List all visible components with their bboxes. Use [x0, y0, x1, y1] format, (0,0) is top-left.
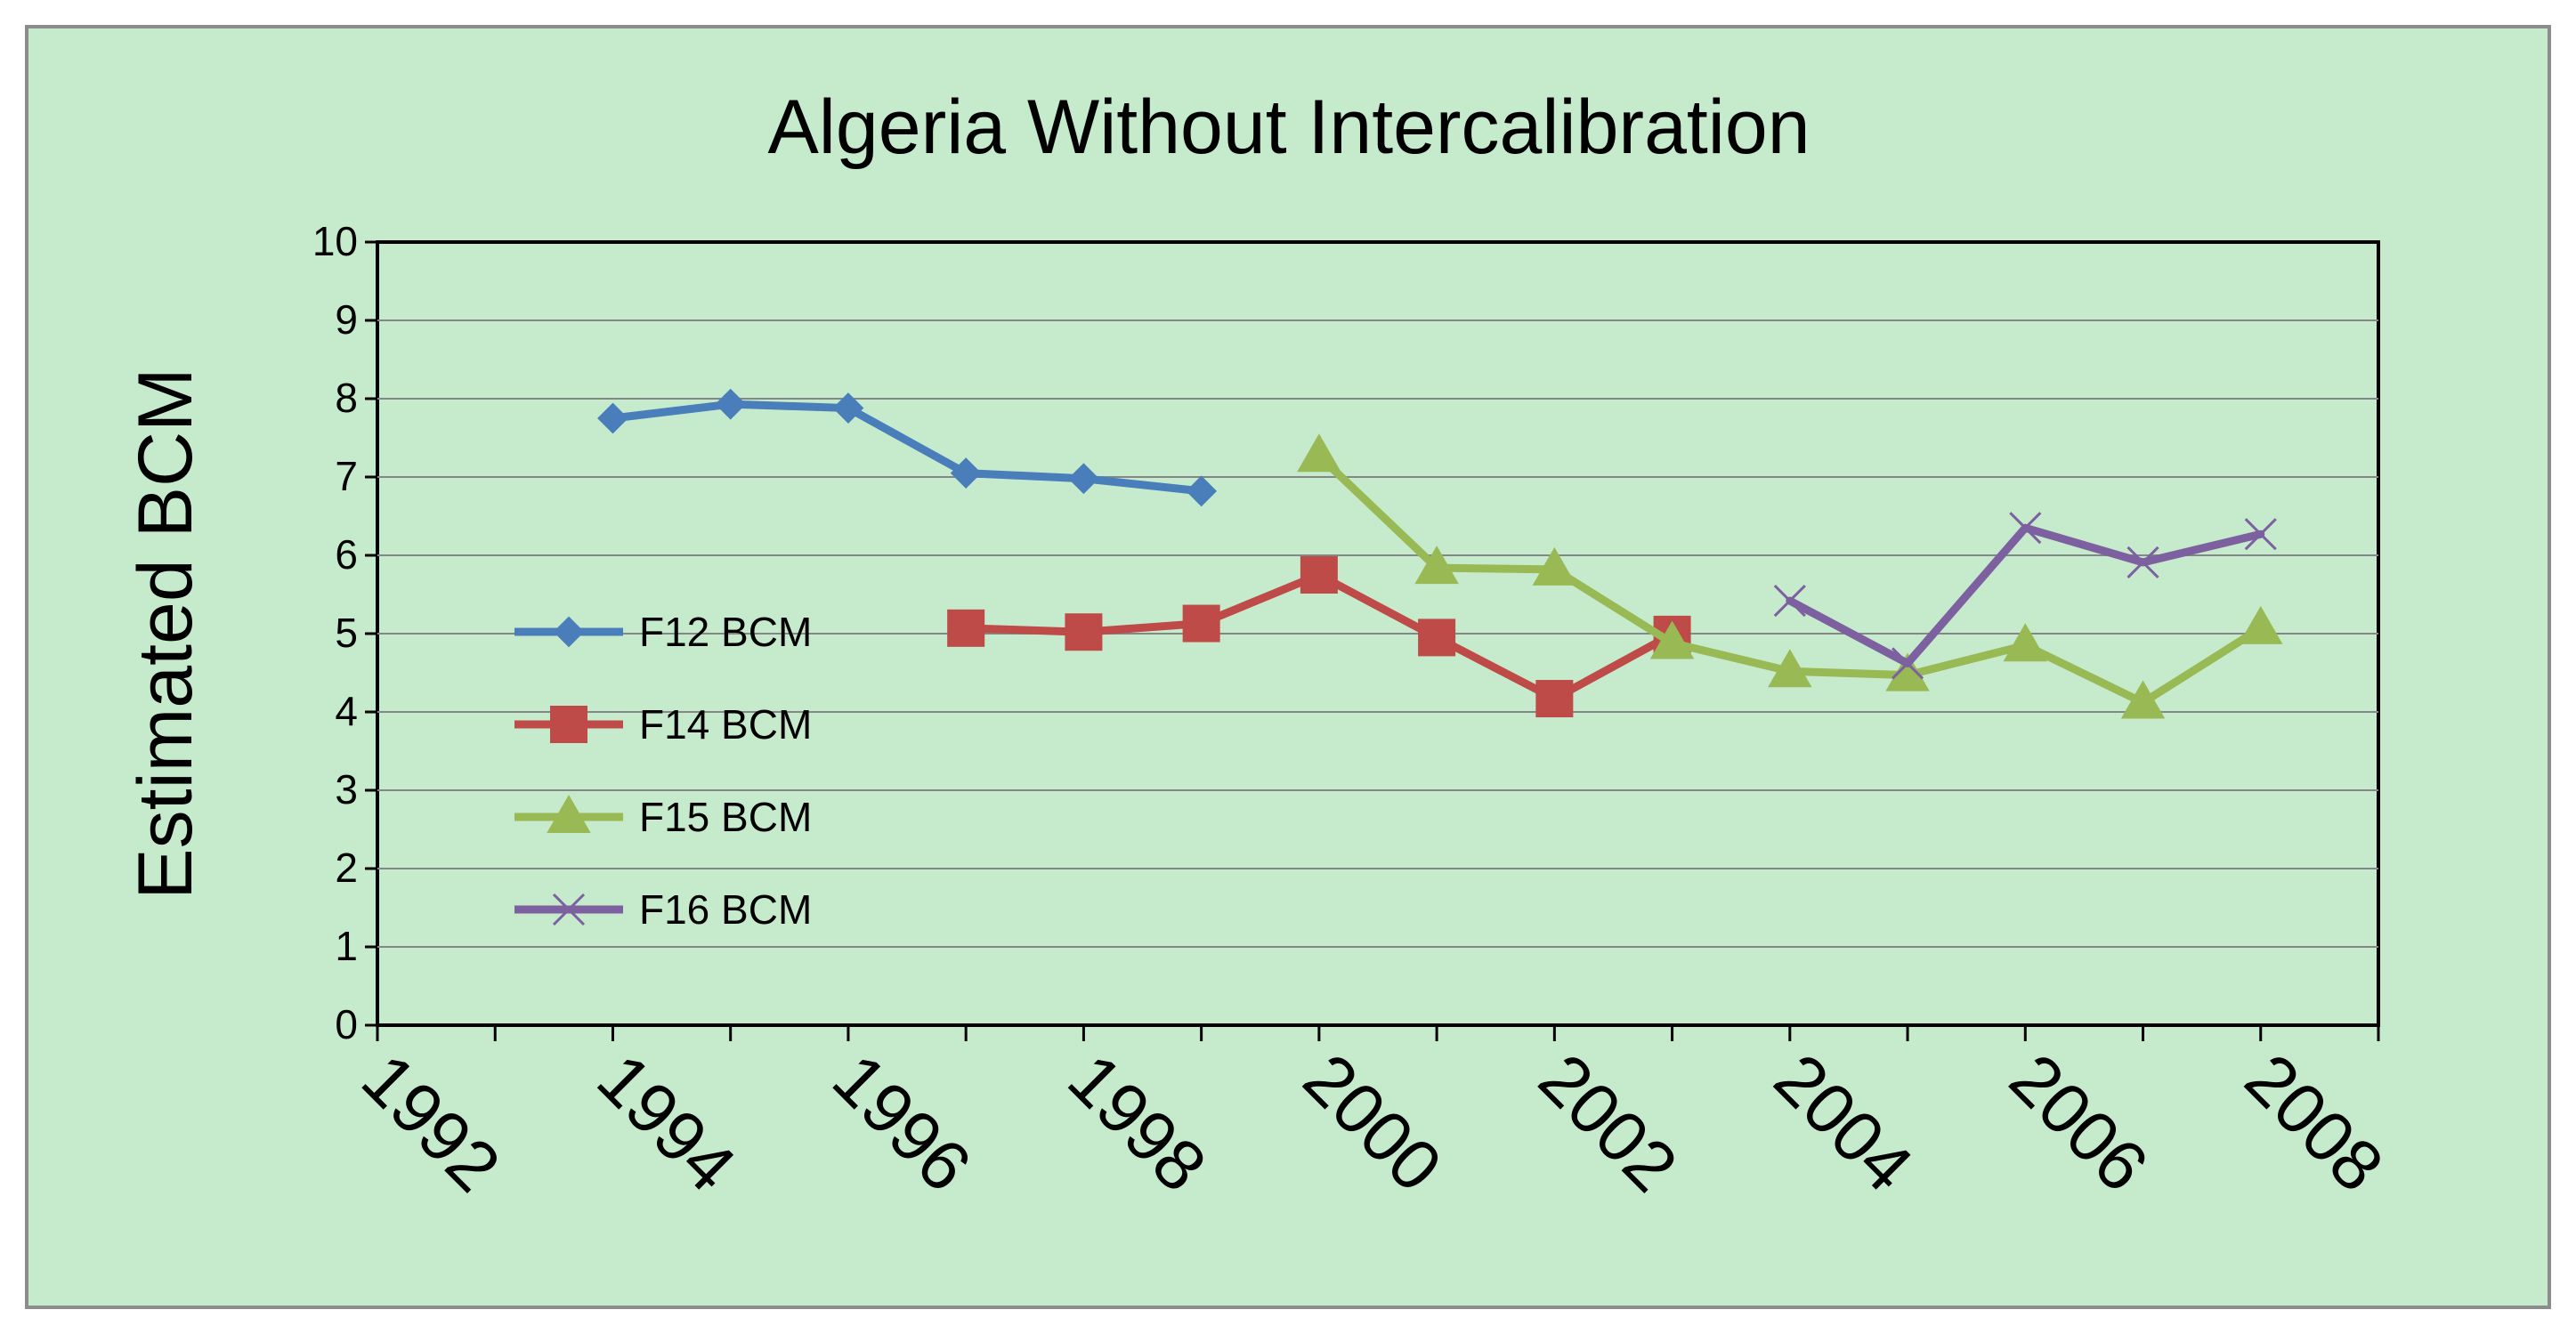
series-f16-bcm [1773, 512, 2277, 680]
series-f14-bcm [947, 556, 1691, 718]
legend-label: F15 BCM [639, 794, 812, 840]
y-tick-label: 5 [335, 610, 358, 656]
y-tick-label: 3 [335, 766, 358, 813]
legend-item: F15 BCM [514, 794, 812, 840]
y-tick-label: 1 [335, 923, 358, 969]
x-tick-label: 2002 [1524, 1039, 1692, 1207]
y-tick-label: 0 [335, 1001, 358, 1047]
data-point [1768, 649, 1812, 688]
y-tick-label: 4 [335, 688, 358, 734]
x-tick-label: 1998 [1053, 1039, 1221, 1207]
x-tick-label: 1994 [582, 1039, 750, 1207]
data-point [1773, 584, 1806, 618]
x-tick-label: 2004 [1760, 1039, 1928, 1207]
x-tick-label: 1996 [818, 1039, 986, 1207]
data-point [1649, 620, 1695, 659]
data-point [715, 388, 747, 420]
x-tick-label: 2006 [1995, 1039, 2163, 1207]
x-tick-label: 2008 [2231, 1039, 2399, 1207]
data-point [1891, 647, 1924, 680]
data-point [1065, 613, 1103, 651]
y-tick-label: 2 [335, 845, 358, 891]
legend-item: F14 BCM [514, 701, 812, 748]
y-tick-label: 6 [335, 531, 358, 578]
legend-label: F12 BCM [639, 609, 812, 655]
data-point [1182, 604, 1220, 643]
x-tick-label: 2000 [1289, 1039, 1457, 1207]
y-tick-label: 8 [335, 375, 358, 421]
data-point [2120, 680, 2166, 719]
y-tick-label: 9 [335, 296, 358, 343]
data-point [1414, 546, 1459, 585]
data-point [2126, 546, 2159, 578]
data-point [1186, 475, 1218, 507]
legend-marker [547, 794, 591, 833]
y-tick-label: 10 [312, 218, 358, 264]
data-point [597, 402, 628, 434]
legend-marker [552, 893, 586, 926]
data-point [832, 392, 864, 424]
legend-marker [553, 616, 585, 648]
gridlines [377, 319, 2378, 948]
legend: F12 BCM F14 BCM F15 BCM F16 BCM [514, 609, 812, 933]
chart-title: Algeria Without Intercalibration [767, 85, 1810, 170]
legend-item: F12 BCM [514, 609, 812, 655]
data-point [1532, 546, 1577, 586]
data-point [2003, 623, 2048, 662]
x-tick-label: 1992 [347, 1039, 515, 1207]
data-point [950, 457, 982, 489]
data-point [1418, 618, 1456, 657]
y-tick-label: 7 [335, 453, 358, 499]
series-f12-bcm [597, 388, 1218, 507]
data-point [947, 609, 985, 647]
data-point [2244, 518, 2277, 551]
series-line [608, 400, 1206, 496]
legend-label: F14 BCM [639, 701, 812, 748]
data-point [1297, 433, 1341, 473]
series-layer [597, 388, 2283, 719]
data-point [1067, 463, 1099, 495]
data-point [2239, 605, 2283, 644]
legend-item: F16 BCM [514, 886, 812, 933]
data-point [1535, 680, 1574, 718]
legend-marker [550, 706, 587, 743]
y-axis-label: Estimated BCM [123, 368, 208, 899]
data-point [2009, 512, 2042, 545]
data-point [1300, 556, 1338, 594]
series-f15-bcm [1297, 433, 2283, 719]
legend-label: F16 BCM [639, 886, 812, 933]
